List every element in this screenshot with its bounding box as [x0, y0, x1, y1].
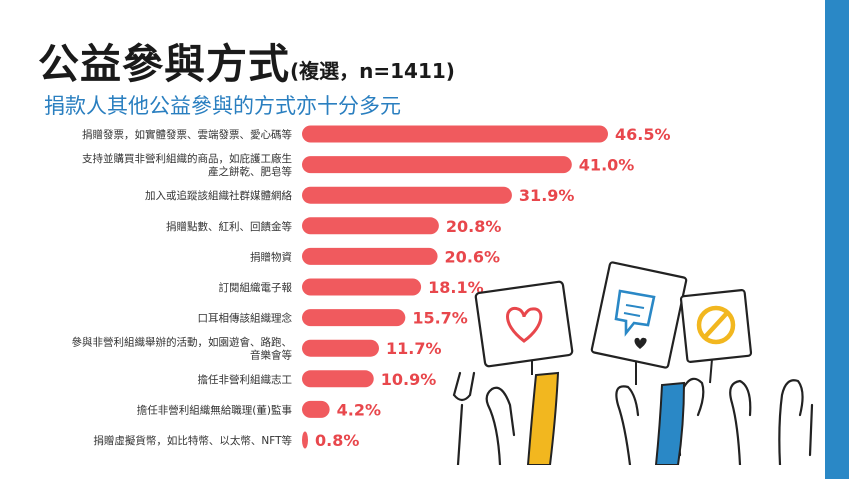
value-label: 15.7%: [412, 309, 468, 328]
bar: [302, 186, 512, 204]
bar: [302, 217, 439, 235]
value-label: 10.9%: [381, 370, 437, 389]
value-label: 46.5%: [615, 125, 671, 144]
category-label: 捐贈虛擬貨幣，如比特幣、以太幣、NFT等: [93, 434, 292, 447]
accent-side-bar: [825, 0, 849, 479]
title-row: 公益參與方式(複選，n=1411): [38, 30, 455, 90]
category-label: 產之餅乾、肥皂等: [208, 165, 292, 178]
bar: [302, 278, 422, 296]
value-label: 31.9%: [519, 186, 575, 205]
category-label: 支持並購買非營利組織的商品，如庇護工廠生: [82, 152, 292, 165]
bar: [302, 400, 330, 418]
bar: [302, 309, 406, 327]
category-label: 參與非營利組織舉辦的活動，如園遊會、路跑、: [72, 336, 293, 349]
category-label: 口耳相傳該組織理念: [198, 312, 293, 325]
category-label: 加入或追蹤該組織社群媒體網絡: [145, 189, 292, 202]
bar: [302, 125, 608, 143]
category-label: 擔任非營利組織志工: [198, 373, 293, 386]
value-label: 20.8%: [446, 217, 502, 236]
category-label: 捐贈點數、紅利、回饋金等: [166, 220, 292, 233]
value-label: 41.0%: [579, 156, 635, 175]
value-label: 4.2%: [337, 400, 381, 419]
value-label: 0.8%: [315, 431, 359, 450]
value-label: 11.7%: [386, 339, 442, 358]
value-label: 20.6%: [445, 247, 501, 266]
bar: [302, 156, 572, 174]
no-sign: [679, 289, 753, 384]
bar: [302, 339, 379, 357]
category-label: 捐贈發票，如實體發票、雲端發票、愛心碼等: [82, 128, 292, 141]
speech-bubble-sign: [590, 261, 688, 385]
page-title: 公益參與方式: [38, 40, 290, 88]
category-label: 擔任非營利組織無給職理(董)監事: [137, 403, 293, 416]
bar: [302, 431, 308, 449]
heart-sign: [474, 280, 574, 375]
page-subtitle: 捐款人其他公益參與的方式亦十分多元: [44, 94, 401, 118]
protest-signs-illustration: [452, 261, 814, 465]
category-label: 捐贈物資: [250, 250, 292, 263]
title-note: (複選，n=1411): [290, 59, 455, 83]
value-label: 18.1%: [428, 278, 484, 297]
category-label: 訂閱組織電子報: [219, 281, 293, 294]
category-label: 音樂會等: [250, 349, 292, 362]
bar: [302, 247, 438, 265]
bar: [302, 370, 374, 388]
